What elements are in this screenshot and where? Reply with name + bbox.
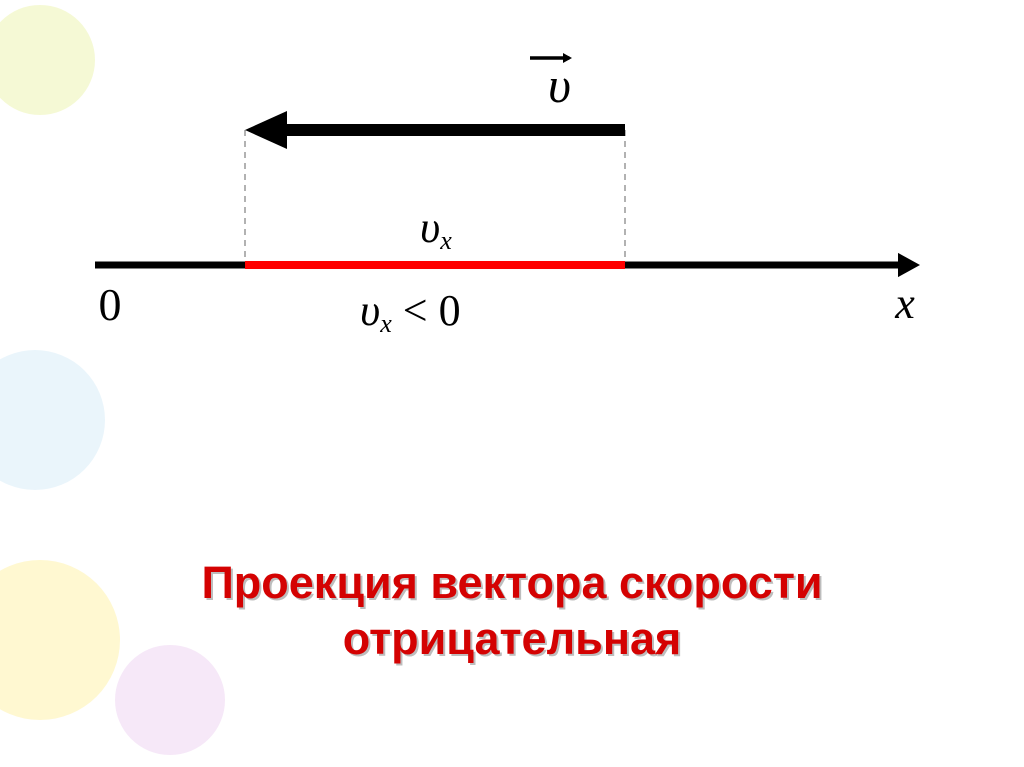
- velocity-vector-arrowhead: [245, 111, 287, 149]
- origin-label: 0: [99, 279, 122, 330]
- v-vector-label: υ: [548, 57, 571, 113]
- vx-label-above: υx: [420, 203, 452, 255]
- vx-inequality-label: υx < 0: [360, 286, 461, 338]
- axis-x-label: x: [894, 279, 915, 328]
- x-axis-arrowhead: [898, 253, 920, 277]
- vector-projection-diagram: 0 x υ υx υx < 0: [0, 0, 1024, 767]
